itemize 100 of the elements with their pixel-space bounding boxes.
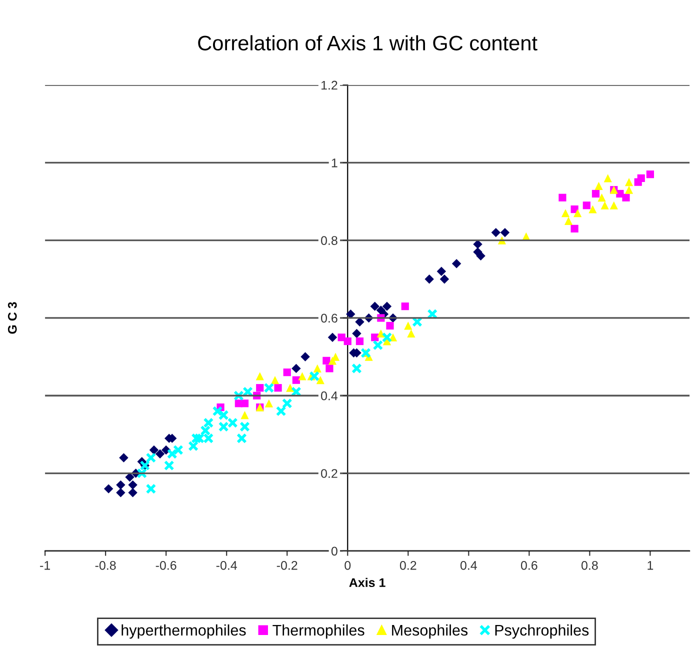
x-tick-label: -0.8 [95,560,116,570]
point [256,384,264,392]
point [352,328,362,338]
x-tick-label: 0.8 [581,560,598,570]
y-tick-label: 0.2 [321,469,338,478]
point [146,484,156,494]
point [610,201,618,210]
point [292,376,300,384]
point [624,186,634,194]
point [236,433,247,444]
chart-title: Correlation of Axis 1 with GC content [198,35,538,50]
point [370,302,380,311]
point [634,178,642,186]
x-tick-label: -0.6 [156,560,176,570]
point [283,368,291,376]
point [128,480,138,490]
legend-label: Psychrophiles [495,624,589,639]
point [309,371,320,382]
point [240,400,249,408]
point [386,322,394,330]
point [382,302,392,311]
x-tick-label: -1 [40,561,50,570]
point [264,399,273,408]
point [574,209,582,218]
point [286,384,294,392]
point [264,382,274,394]
x-tick-label: 0.2 [400,560,416,570]
point [116,480,126,490]
point [372,340,384,350]
point [588,205,597,214]
point [164,460,174,471]
point [424,274,434,284]
point [592,190,600,198]
x-tick-label: 0.6 [520,560,538,570]
legend-label: Mesophiles [392,624,468,639]
point [371,334,379,342]
point [276,406,286,416]
point [313,364,322,372]
point [452,259,462,268]
point [564,216,573,225]
point [382,332,392,343]
point [600,201,609,210]
point [412,316,422,328]
x-tick-label: 0 [344,560,351,570]
point [440,274,450,284]
point [404,322,412,330]
x-tick-label: 0.4 [460,560,477,570]
point [558,194,566,202]
point [240,421,250,432]
point [274,384,282,392]
point [155,449,165,458]
x-tick-label: -0.2 [276,560,298,570]
point [116,488,126,498]
x-tick-label: -0.4 [216,560,237,570]
point [300,352,310,362]
point [326,364,334,372]
y-tick-label: 0.8 [321,236,338,245]
point [352,363,362,374]
point [146,452,156,463]
point [624,178,634,186]
point [240,410,249,420]
point [407,329,416,338]
y-tick-label: 0 [331,546,338,556]
point [436,266,446,276]
point [256,372,264,380]
point [582,202,590,210]
point [136,468,148,478]
point [149,445,159,455]
point [128,488,138,498]
point [298,372,306,380]
legend-label: Thermophiles [272,624,364,639]
point [500,228,510,238]
point [598,194,606,202]
point [344,337,352,346]
point [188,440,198,452]
point [604,174,612,182]
point [427,308,438,320]
point [491,228,500,238]
point [622,194,630,202]
point [356,337,364,346]
point [476,251,486,260]
point [570,224,578,232]
legend-label: hyperthermophiles [122,624,246,639]
x-tick-label: 1 [648,561,654,570]
point [355,317,364,326]
point [270,376,280,384]
point [203,418,214,428]
y-tick-label: 0.6 [321,314,338,323]
point [316,376,324,384]
point [328,332,338,342]
point [119,453,128,462]
point [322,356,330,364]
point [594,182,603,190]
y-axis-title: G C 3 [8,302,17,334]
y-tick-label: 0.4 [321,391,338,400]
point [376,329,385,338]
point [401,302,409,310]
point [346,309,356,319]
point [561,209,570,218]
point [292,364,301,374]
